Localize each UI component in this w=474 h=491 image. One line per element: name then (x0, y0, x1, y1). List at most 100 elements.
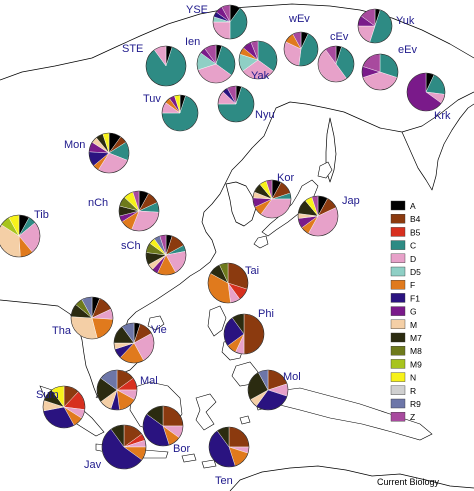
region-label-tai: Tai (245, 265, 259, 277)
legend-swatch-m8 (390, 346, 406, 356)
legend-swatch-r9 (390, 398, 406, 409)
pie-outline-mal (96, 369, 138, 411)
pie-outline-nch (118, 190, 160, 232)
pie-outline-tai (207, 262, 249, 304)
pie-mal (96, 369, 138, 411)
region-label-jap: Jap (342, 195, 360, 207)
legend-label-m: M (410, 320, 417, 330)
pie-nch (118, 190, 160, 232)
pie-cev (317, 45, 355, 83)
region-label-ste: STE (122, 43, 143, 55)
pie-outline-wev (283, 31, 319, 67)
legend-label-f: F (410, 280, 415, 290)
legend-label-m7: M7 (410, 333, 422, 343)
pie-jav (101, 424, 147, 470)
pie-ste (145, 45, 187, 87)
region-label-mol: Mol (283, 371, 301, 383)
pie-tib (0, 214, 41, 258)
pie-kor (252, 179, 292, 219)
region-label-yse: YSE (186, 4, 208, 16)
legend-swatch-z (390, 412, 406, 422)
legend-swatch-a (390, 200, 406, 211)
pie-outline-ten (208, 426, 250, 468)
region-label-mal: Mal (140, 375, 158, 387)
region-label-eev: eEv (398, 44, 417, 56)
region-label-yuk: Yuk (396, 15, 415, 27)
region-label-phi: Phi (258, 308, 274, 320)
pie-ien (196, 44, 236, 84)
legend-swatch-b5 (390, 227, 406, 237)
legend-label-n: N (410, 373, 416, 383)
pie-outline-yuk (357, 8, 393, 44)
pie-outline-tuv (161, 94, 199, 132)
legend-label-d: D (410, 254, 416, 264)
pie-yse (212, 4, 248, 40)
pie-outline-bor (142, 405, 184, 447)
region-label-nch: nCh (88, 197, 108, 209)
legend-swatch-f1 (390, 293, 406, 303)
legend-label-c: C (410, 241, 416, 251)
pie-mol (247, 369, 289, 411)
pie-mon (88, 132, 130, 174)
pie-bor (142, 405, 184, 447)
legend-swatch-d5 (390, 266, 406, 277)
region-label-sch: sCh (121, 240, 141, 252)
legend-swatch-r (390, 385, 406, 395)
region-label-krk: Krk (434, 110, 451, 122)
legend-label-b5: B5 (410, 227, 421, 237)
pie-tuv (161, 94, 199, 132)
pie-vie (113, 322, 155, 364)
pie-krk (406, 72, 446, 112)
region-label-wev: wEv (288, 13, 310, 25)
legend-swatch-d (390, 253, 406, 264)
pie-eev (361, 53, 399, 91)
region-label-kor: Kor (277, 172, 294, 184)
legend-label-b4: B4 (410, 214, 421, 224)
pie-outline-mol (247, 369, 289, 411)
region-label-sum: Sum (36, 389, 59, 401)
pie-outline-sch (145, 234, 187, 276)
legend-label-d5: D5 (410, 267, 421, 277)
region-label-ten: Ten (215, 475, 233, 487)
journal-credit: Current Biology (377, 477, 440, 487)
pie-wev (283, 31, 319, 67)
pie-outline-cev (317, 45, 355, 83)
pie-outline-ste (145, 45, 187, 87)
pie-tai (207, 262, 249, 304)
legend-label-m8: M8 (410, 346, 422, 356)
region-label-yak: Yak (251, 70, 270, 82)
legend-swatch-c (390, 240, 406, 250)
region-label-nyu: Nyu (255, 109, 275, 121)
pie-outline-krk (406, 72, 446, 112)
region-label-jav: Jav (84, 459, 102, 471)
population-pie-charts (0, 4, 446, 470)
region-label-vie: Vie (151, 324, 167, 336)
legend-label-g: G (410, 307, 417, 317)
legend-swatch-m (390, 319, 406, 329)
legend-label-a: A (410, 201, 416, 211)
region-label-tha: Tha (52, 325, 72, 337)
legend-swatch-m7 (390, 332, 406, 343)
legend-label-r9: R9 (410, 399, 421, 409)
pie-outline-yak (238, 40, 278, 80)
legend-label-z: Z (410, 412, 415, 422)
pie-outline-nyu (217, 85, 255, 123)
pie-outline-eev (361, 53, 399, 91)
pie-ten (208, 426, 250, 468)
pie-sch (145, 234, 187, 276)
region-label-tuv: Tuv (143, 93, 161, 105)
pie-tha (70, 296, 114, 340)
region-label-mon: Mon (64, 139, 85, 151)
pie-outline-kor (252, 179, 292, 219)
region-label-cev: cEv (330, 31, 349, 43)
pie-nyu (217, 85, 255, 123)
legend-label-r: R (410, 386, 416, 396)
pie-sum (42, 385, 86, 429)
pie-outline-jav (101, 424, 147, 470)
pie-outline-tib (0, 214, 41, 258)
pie-yak (238, 40, 278, 80)
pie-phi (223, 313, 265, 355)
legend-swatch-m9 (390, 359, 406, 369)
legend-swatch-b4 (390, 213, 406, 224)
